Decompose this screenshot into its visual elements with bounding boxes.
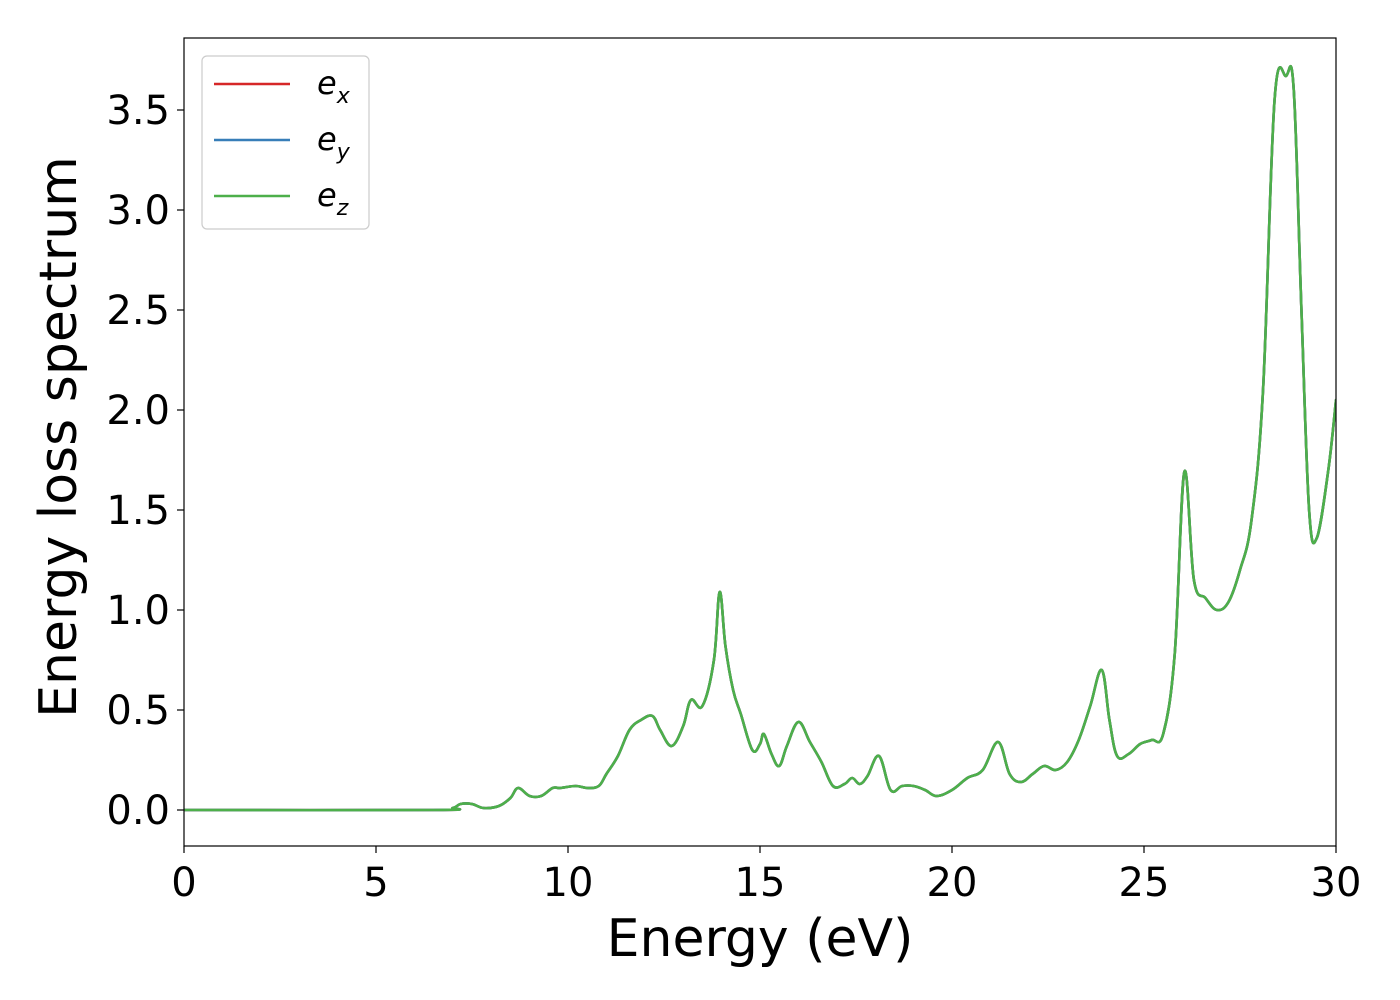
x-tick-label: 25 — [1119, 860, 1170, 906]
y-tick-label: 2.5 — [106, 288, 170, 334]
series-layer — [184, 64, 1336, 812]
y-axis-label: Energy loss spectrum — [29, 156, 89, 718]
y-tick-label: 3.5 — [106, 88, 170, 134]
x-tick-label: 20 — [927, 860, 978, 906]
legend-box — [201, 55, 370, 230]
x-tick-label: 5 — [363, 860, 388, 906]
y-tick-label: 2.0 — [106, 388, 170, 434]
y-tick-label: 0.5 — [106, 688, 170, 734]
y-tick-label: 1.5 — [106, 488, 170, 534]
legend: ex ey ez — [201, 55, 370, 230]
x-axis-ticks: 0 5 10 15 20 25 30 — [171, 846, 1361, 906]
y-tick-label: 3.0 — [106, 188, 170, 234]
y-tick-label: 1.0 — [106, 588, 170, 634]
x-tick-label: 10 — [543, 860, 594, 906]
x-axis-label: Energy (eV) — [607, 909, 914, 969]
x-tick-label: 0 — [171, 860, 196, 906]
legend-label-ex: ex — [317, 64, 351, 109]
legend-label-ey: ey — [317, 120, 351, 165]
y-tick-label: 0.0 — [106, 788, 170, 834]
legend-label-ez: ez — [317, 176, 349, 221]
x-tick-label: 30 — [1311, 860, 1362, 906]
x-tick-label: 15 — [735, 860, 786, 906]
series-line-ez — [184, 64, 1336, 812]
y-axis-ticks: 0.0 0.5 1.0 1.5 2.0 2.5 3.0 3.5 — [106, 88, 184, 834]
